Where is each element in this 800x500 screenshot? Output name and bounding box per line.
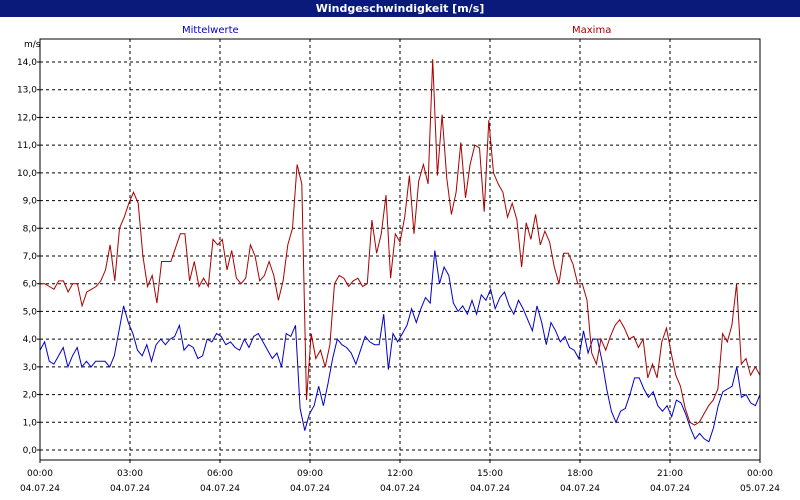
y-tick-label: 10,0: [17, 169, 37, 179]
y-tick-label: 12,0: [17, 113, 37, 123]
y-tick-label: 5,0: [23, 307, 38, 317]
x-tick-date-label: 04.07.24: [20, 484, 60, 494]
legend-maxima: Maxima: [572, 25, 612, 36]
x-tick-date-label: 05.07.24: [740, 484, 780, 494]
series-line-mittelwerte: [39, 250, 761, 443]
y-tick-label: 4,0: [23, 335, 38, 345]
x-tick-time-label: 09:00: [297, 469, 323, 479]
x-axis-ticks: 00:00 04.07.24 03:00 04.07.24 06:00 04.07.24 0…: [20, 460, 780, 494]
x-tick-date-label: 04.07.24: [290, 484, 330, 494]
x-tick-time-label: 00:00: [27, 469, 53, 479]
legend-mittelwerte: Mittelwerte: [182, 25, 239, 36]
y-tick-label: 2,0: [23, 391, 38, 401]
x-tick-date-label: 04.07.24: [110, 484, 150, 494]
x-tick-date-label: 04.07.24: [650, 484, 690, 494]
x-tick-date-label: 04.07.24: [380, 484, 420, 494]
x-tick-time-label: 12:00: [387, 469, 413, 479]
y-tick-label: 13,0: [17, 86, 37, 96]
y-tick-label: 9,0: [23, 197, 38, 207]
x-tick-time-label: 15:00: [477, 469, 503, 479]
window-title: Windgeschwindigkeit [m/s]: [0, 0, 800, 17]
x-tick-time-label: 00:00: [747, 469, 773, 479]
x-tick-time-label: 21:00: [657, 469, 683, 479]
y-tick-label: 3,0: [23, 363, 38, 373]
plot-frame: [39, 38, 761, 461]
x-tick-time-label: 18:00: [567, 469, 593, 479]
y-axis-ticks: 0,0 1,0 2,0 3,0 4,0 5,0 6,0 7,0 8,0 9,0 10,0 11,0 12…: [17, 58, 40, 456]
x-tick-date-label: 04.07.24: [200, 484, 240, 494]
y-tick-label: 11,0: [17, 141, 37, 151]
series-line-maxima: [40, 59, 761, 426]
y-tick-label: 1,0: [23, 418, 38, 428]
y-tick-label: 14,0: [17, 58, 37, 68]
y-tick-label: 7,0: [23, 252, 38, 262]
y-tick-label: 8,0: [23, 224, 38, 234]
x-tick-time-label: 03:00: [117, 469, 143, 479]
x-tick-date-label: 04.07.24: [470, 484, 510, 494]
grid: [40, 39, 760, 460]
x-tick-time-label: 06:00: [207, 469, 233, 479]
y-tick-label: 6,0: [23, 280, 38, 290]
x-tick-date-label: 04.07.24: [560, 484, 600, 494]
y-tick-label: 0,0: [23, 446, 38, 456]
series-lines: [39, 59, 761, 443]
y-axis-unit-label: m/s: [24, 40, 41, 50]
